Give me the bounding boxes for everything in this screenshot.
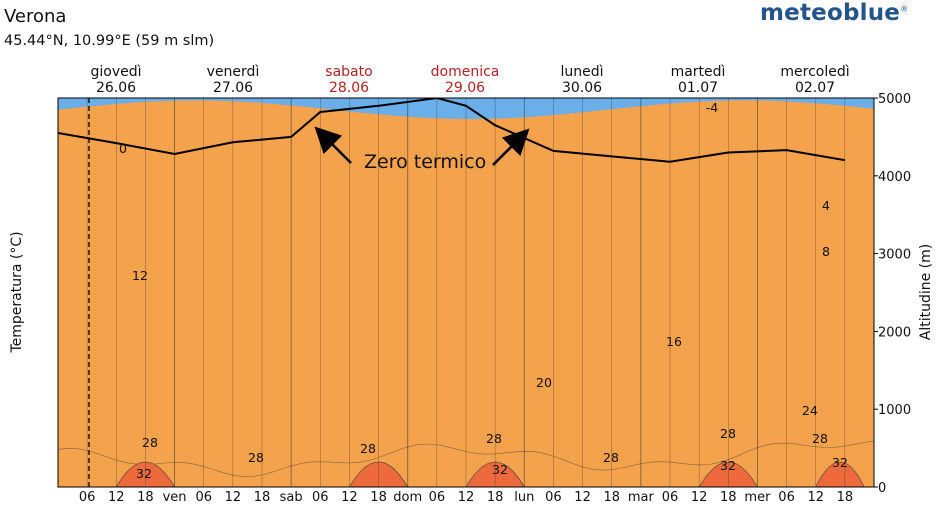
day-name-1: venerdì bbox=[207, 64, 260, 80]
hour-tick-0: 06 bbox=[79, 490, 96, 505]
contour-label-17: 32 bbox=[492, 462, 508, 477]
day-name-2: sabato bbox=[325, 64, 372, 80]
hour-tick-2: 18 bbox=[137, 490, 154, 505]
hour-tick-labels: 06 12 18 ven 06 12 18 sab 06 12 18 dom 06 12 18 lun 06 12… bbox=[79, 490, 853, 505]
hour-tick-5: 12 bbox=[225, 490, 242, 505]
contour-label-4: 12 bbox=[132, 268, 148, 283]
contour-label-3: 8 bbox=[822, 244, 830, 259]
contour-label-14: 28 bbox=[812, 431, 828, 446]
plot-frame bbox=[57, 97, 875, 488]
hour-tick-7: sab bbox=[280, 490, 303, 505]
altitude-tick-5: 5000 bbox=[878, 92, 911, 107]
hour-tick-24: 06 bbox=[778, 490, 795, 505]
hour-tick-26: 18 bbox=[837, 490, 854, 505]
hour-tick-18: 18 bbox=[603, 490, 620, 505]
brand-name: meteoblue bbox=[760, 0, 901, 26]
contour-label-0: -4 bbox=[706, 100, 719, 115]
contour-label-1: 0 bbox=[119, 141, 127, 156]
brand-registered-mark: ® bbox=[900, 4, 909, 14]
day-name-5: martedì bbox=[671, 64, 726, 80]
annotation-arrow-right bbox=[492, 128, 530, 166]
hour-tick-10: 18 bbox=[370, 490, 387, 505]
day-date-4: 30.06 bbox=[562, 80, 602, 96]
hour-tick-14: 18 bbox=[487, 490, 504, 505]
altitude-tick-3: 3000 bbox=[878, 248, 911, 263]
hour-tick-6: 18 bbox=[254, 490, 271, 505]
zero-line bbox=[58, 98, 846, 163]
day-name-3: domenica bbox=[431, 64, 500, 80]
hour-tick-23: mer bbox=[744, 490, 771, 505]
altitude-tick-0: 0 bbox=[878, 481, 886, 496]
altitude-tick-labels: 0 1000 2000 3000 4000 5000 bbox=[874, 92, 911, 496]
contour-label-9: 28 bbox=[248, 450, 264, 465]
day-date-0: 26.06 bbox=[96, 80, 136, 96]
hour-tick-1: 12 bbox=[108, 490, 125, 505]
contour-label-18: 32 bbox=[720, 458, 736, 473]
location-coordinates: 45.44°N, 10.99°E (59 m slm) bbox=[4, 33, 215, 49]
contour-label-2: 4 bbox=[822, 198, 830, 213]
hour-tick-11: dom bbox=[393, 490, 422, 505]
contour-label-8: 28 bbox=[142, 435, 158, 450]
contour-label-10: 28 bbox=[360, 441, 376, 456]
zero-termico-annotation: Zero termico bbox=[314, 126, 530, 173]
brand-logo: meteoblue® bbox=[760, 0, 908, 26]
y-axis-right-title: Altitudine (m) bbox=[918, 244, 934, 340]
hour-tick-25: 12 bbox=[807, 490, 824, 505]
day-name-4: lunedì bbox=[560, 64, 603, 80]
contour-label-12: 28 bbox=[603, 450, 619, 465]
contour-label-13: 28 bbox=[720, 426, 736, 441]
hour-tick-13: 12 bbox=[458, 490, 475, 505]
contour-label-19: 32 bbox=[832, 455, 848, 470]
contour-label-16: 32 bbox=[136, 466, 152, 481]
hot-cell-4 bbox=[815, 461, 865, 487]
hour-tick-19: mar bbox=[628, 490, 655, 505]
contour-label-7: 24 bbox=[802, 403, 818, 418]
day-date-5: 01.07 bbox=[678, 80, 718, 96]
hour-tick-12: 06 bbox=[429, 490, 446, 505]
hour-tick-20: 06 bbox=[662, 490, 679, 505]
altitude-tick-1: 1000 bbox=[878, 403, 911, 418]
altitude-tick-2: 2000 bbox=[878, 325, 911, 340]
day-name-6: mercoledì bbox=[780, 64, 849, 80]
contour-label-11: 28 bbox=[486, 431, 502, 446]
day-date-6: 02.07 bbox=[795, 80, 835, 96]
contour-label-5: 16 bbox=[666, 334, 682, 349]
hour-tick-15: lun bbox=[514, 490, 534, 505]
day-date-3: 29.06 bbox=[445, 80, 485, 96]
gridlines bbox=[86, 98, 846, 487]
zero-line-group bbox=[58, 98, 846, 163]
annotation-text: Zero termico bbox=[364, 151, 486, 173]
hour-tick-9: 12 bbox=[341, 490, 358, 505]
hour-tick-3: ven bbox=[163, 490, 187, 505]
day-date-2: 28.06 bbox=[329, 80, 369, 96]
day-date-1: 27.06 bbox=[213, 80, 253, 96]
location-title: Verona bbox=[4, 6, 67, 27]
day-name-0: giovedì bbox=[90, 64, 141, 80]
contour-labels: -4 0 4 8 12 16 20 24 28 28 28 28 28 28 28 32 32 32 32 bbox=[119, 100, 848, 481]
contour-label-6: 20 bbox=[536, 375, 552, 390]
hour-tick-21: 12 bbox=[691, 490, 708, 505]
y-axis-left-title: Temperatura (°C) bbox=[9, 231, 25, 353]
hour-tick-16: 06 bbox=[545, 490, 562, 505]
hour-tick-17: 12 bbox=[574, 490, 591, 505]
hour-tick-8: 06 bbox=[312, 490, 329, 505]
annotation-arrow-left bbox=[314, 126, 352, 164]
hour-tick-4: 06 bbox=[195, 490, 212, 505]
altitude-tick-4: 4000 bbox=[878, 170, 911, 185]
hour-tick-22: 18 bbox=[720, 490, 737, 505]
